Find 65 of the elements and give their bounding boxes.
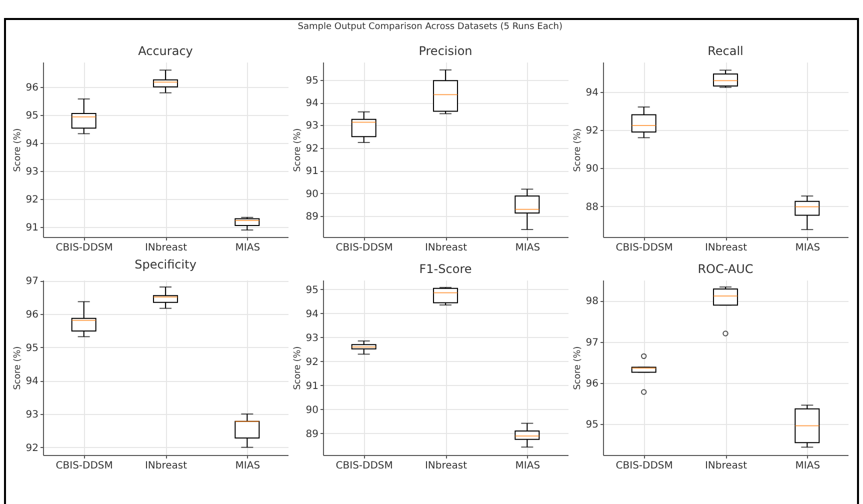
- chart-title: Accuracy: [138, 44, 193, 58]
- y-tick-label: 90: [306, 404, 318, 416]
- y-tick-label: 90: [306, 188, 318, 200]
- x-tick-label: MIAS: [235, 460, 260, 472]
- y-tick-label: 95: [586, 420, 598, 431]
- y-tick-label: 96: [26, 82, 38, 94]
- y-tick-label: 95: [306, 284, 318, 296]
- chart-title: Specificity: [134, 258, 196, 272]
- x-tick-label: CBIS-DDSM: [56, 460, 113, 472]
- x-tick-label: INbreast: [424, 460, 468, 472]
- y-tick-label: 92: [306, 356, 318, 368]
- y-axis-title: Score (%): [12, 128, 23, 172]
- y-tick-label: 94: [306, 308, 318, 320]
- y-tick-label: 92: [586, 126, 598, 137]
- y-tick-label: 96: [26, 310, 38, 320]
- y-tick-label: 91: [306, 380, 318, 392]
- chart-title: Recall: [708, 44, 744, 58]
- x-tick-label: CBIS-DDSM: [56, 242, 113, 254]
- y-tick-label: 97: [26, 276, 38, 288]
- x-tick-label: CBIS-DDSM: [616, 242, 673, 254]
- y-tick-label: 97: [586, 337, 598, 348]
- x-tick-label: CBIS-DDSM: [616, 460, 673, 472]
- y-tick-label: 94: [26, 138, 38, 150]
- y-axis-title: Score (%): [292, 346, 303, 390]
- x-tick-label: INbreast: [424, 242, 468, 254]
- x-tick-label: MIAS: [795, 242, 820, 254]
- y-tick-label: 94: [26, 376, 38, 388]
- y-tick-label: 94: [306, 98, 318, 110]
- y-tick-label: 90: [586, 164, 598, 175]
- text: Sample Output Comparison Across Datasets (5 Runs Each): [298, 22, 563, 32]
- x-tick-label: MIAS: [515, 460, 540, 472]
- y-tick-label: 93: [26, 166, 38, 178]
- x-tick-label: MIAS: [235, 242, 260, 254]
- y-tick-label: 98: [586, 296, 598, 308]
- y-tick-label: 89: [306, 428, 318, 440]
- x-tick-label: INbreast: [144, 460, 188, 472]
- x-tick-label: CBIS-DDSM: [336, 460, 393, 472]
- y-tick-label: 93: [26, 410, 38, 420]
- chart-title: F1-Score: [419, 262, 472, 276]
- y-tick-label: 93: [306, 120, 318, 132]
- y-axis-title: Score (%): [572, 346, 583, 390]
- y-tick-label: 96: [586, 378, 598, 390]
- y-tick-label: 91: [26, 222, 38, 234]
- x-tick-label: INbreast: [704, 460, 748, 472]
- y-tick-label: 92: [26, 442, 38, 454]
- y-tick-label: 94: [586, 87, 598, 98]
- y-tick-label: 95: [306, 75, 318, 86]
- y-tick-label: 93: [306, 332, 318, 344]
- y-tick-label: 92: [26, 194, 38, 206]
- y-tick-label: 89: [306, 211, 318, 222]
- chart-title: ROC-AUC: [698, 262, 754, 276]
- x-tick-label: MIAS: [515, 242, 540, 254]
- y-axis-title: Score (%): [12, 346, 23, 390]
- y-tick-label: 91: [306, 166, 318, 178]
- x-tick-label: INbreast: [144, 242, 188, 254]
- y-tick-label: 92: [306, 143, 318, 154]
- y-tick-label: 95: [26, 342, 38, 354]
- y-axis-title: Score (%): [572, 128, 583, 172]
- x-tick-label: INbreast: [704, 242, 748, 254]
- y-tick-label: 95: [26, 110, 38, 122]
- x-tick-label: CBIS-DDSM: [336, 242, 393, 254]
- chart-title: Precision: [418, 44, 472, 58]
- x-tick-label: MIAS: [795, 460, 820, 472]
- y-tick-label: 88: [586, 202, 598, 213]
- y-axis-title: Score (%): [292, 128, 303, 172]
